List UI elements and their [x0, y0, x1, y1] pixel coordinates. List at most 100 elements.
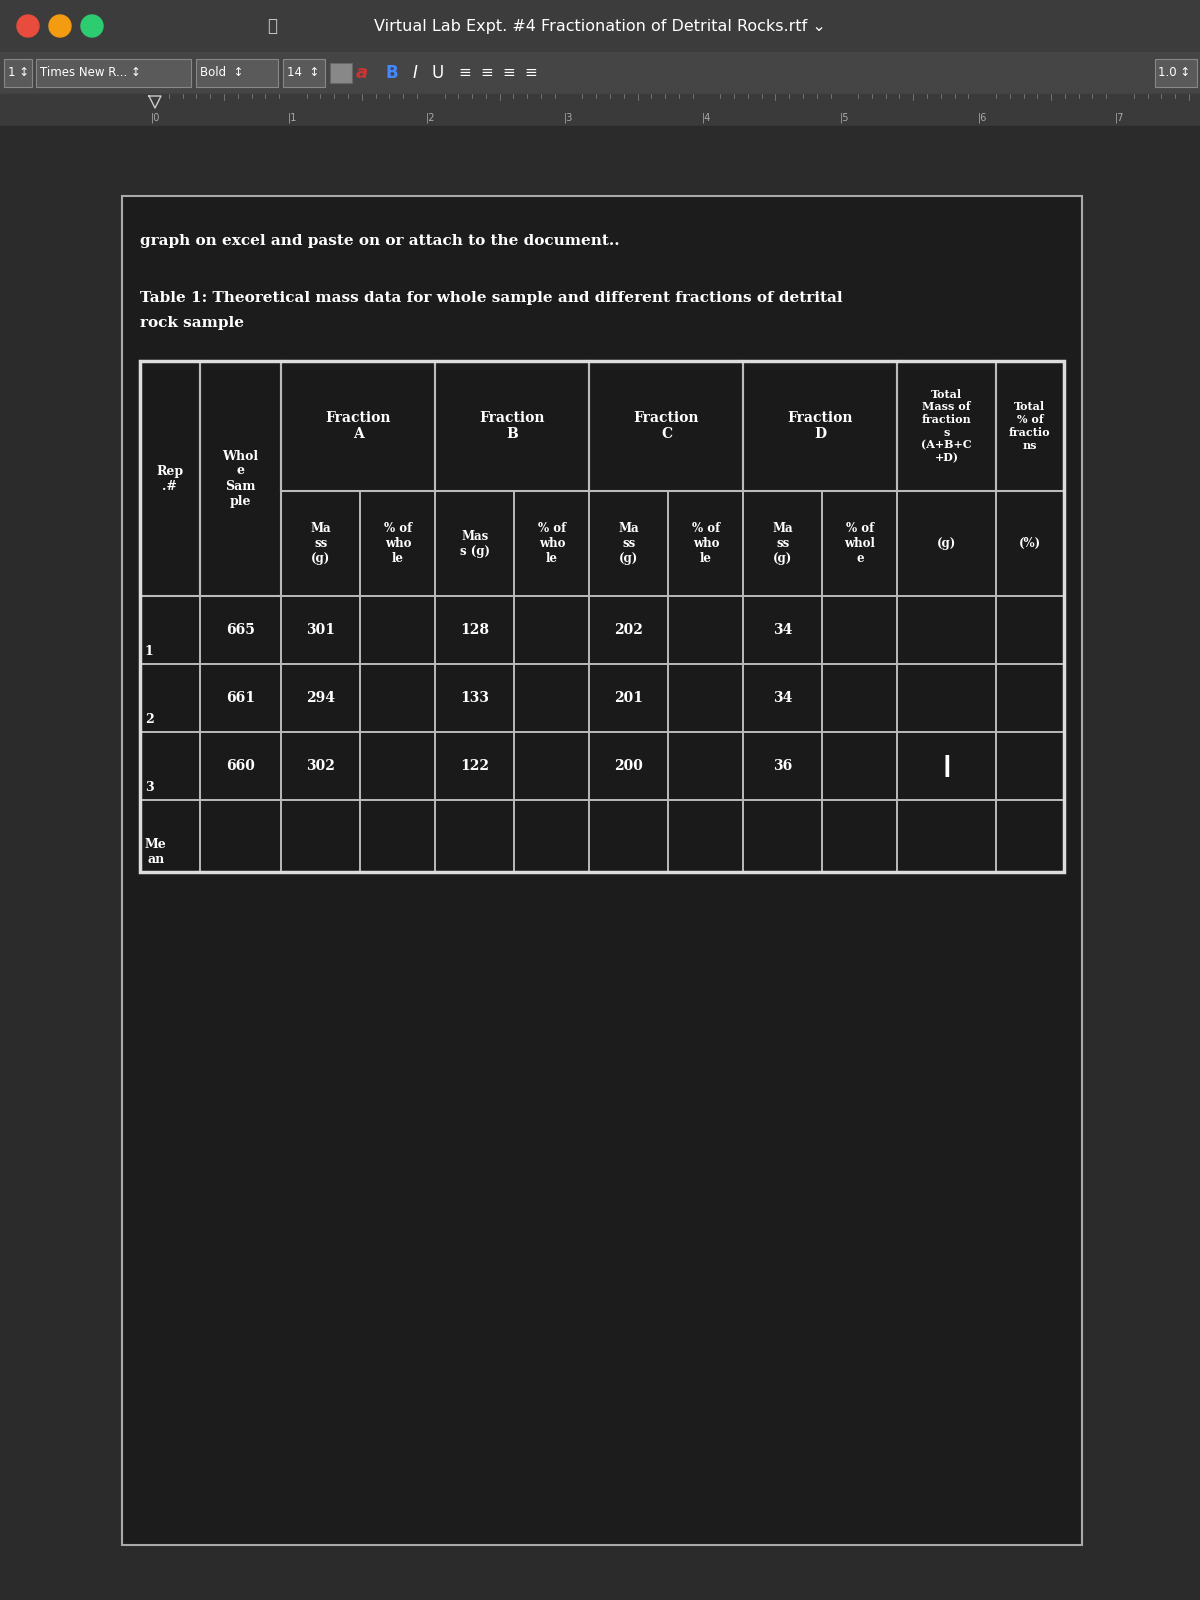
Text: a: a — [356, 64, 368, 82]
Bar — [898, 664, 996, 733]
Bar — [589, 733, 668, 800]
Text: Mas
s (g): Mas s (g) — [460, 530, 490, 557]
Bar — [140, 595, 199, 664]
Bar — [822, 800, 898, 872]
Bar — [668, 664, 744, 733]
Bar — [330, 62, 352, 83]
Text: Me
an: Me an — [145, 838, 167, 866]
Text: I: I — [413, 64, 418, 82]
Text: Ma
ss
(g): Ma ss (g) — [311, 522, 331, 565]
Text: % of
who
le: % of who le — [692, 522, 720, 565]
Bar — [199, 800, 282, 872]
Bar — [436, 491, 515, 595]
Text: 301: 301 — [306, 622, 336, 637]
Bar — [140, 733, 199, 800]
Bar — [744, 595, 822, 664]
Bar — [282, 491, 360, 595]
Bar — [898, 595, 996, 664]
Text: 34: 34 — [773, 691, 793, 706]
Text: 34: 34 — [773, 622, 793, 637]
Text: 133: 133 — [461, 691, 490, 706]
Bar — [436, 664, 515, 733]
Bar — [996, 491, 1064, 595]
Bar — [0, 94, 1200, 126]
Text: |2: |2 — [426, 112, 436, 123]
Text: 14  ↕: 14 ↕ — [287, 67, 319, 80]
Text: 294: 294 — [306, 691, 336, 706]
Bar — [996, 362, 1064, 491]
Bar — [282, 664, 360, 733]
Circle shape — [82, 14, 103, 37]
Text: % of
who
le: % of who le — [538, 522, 566, 565]
Circle shape — [17, 14, 38, 37]
Bar — [360, 733, 436, 800]
Bar — [36, 59, 191, 86]
Bar — [589, 800, 668, 872]
Bar — [744, 362, 898, 491]
Bar — [4, 59, 32, 86]
Bar — [668, 733, 744, 800]
Text: Times New R... ↕: Times New R... ↕ — [40, 67, 140, 80]
Text: 660: 660 — [226, 758, 256, 773]
Text: ❙: ❙ — [937, 755, 956, 778]
Text: 128: 128 — [461, 622, 490, 637]
Bar — [360, 800, 436, 872]
Text: ≡: ≡ — [481, 66, 493, 80]
Bar — [515, 595, 589, 664]
Text: 302: 302 — [306, 758, 335, 773]
Bar — [822, 595, 898, 664]
Text: 1 ↕: 1 ↕ — [8, 67, 29, 80]
Bar — [282, 800, 360, 872]
Bar — [668, 800, 744, 872]
Text: 1.0 ↕: 1.0 ↕ — [1158, 67, 1190, 80]
Bar — [199, 362, 282, 595]
Text: U: U — [432, 64, 444, 82]
Bar — [282, 362, 436, 491]
Text: |7: |7 — [1115, 112, 1124, 123]
Text: Table 1: Theoretical mass data for whole sample and different fractions of detri: Table 1: Theoretical mass data for whole… — [140, 291, 842, 306]
Bar — [515, 491, 589, 595]
Text: Total
% of
fractio
ns: Total % of fractio ns — [1009, 402, 1051, 451]
Bar — [744, 733, 822, 800]
Text: ≡: ≡ — [503, 66, 515, 80]
Bar — [515, 800, 589, 872]
Bar — [360, 491, 436, 595]
Bar — [199, 733, 282, 800]
Bar — [668, 491, 744, 595]
Text: 36: 36 — [773, 758, 792, 773]
Bar — [199, 595, 282, 664]
Text: 122: 122 — [461, 758, 490, 773]
Bar — [515, 733, 589, 800]
Text: (%): (%) — [1019, 538, 1040, 550]
Bar — [668, 595, 744, 664]
Text: ≡: ≡ — [458, 66, 472, 80]
Text: Virtual Lab Expt. #4 Fractionation of Detrital Rocks.rtf ⌄: Virtual Lab Expt. #4 Fractionation of De… — [374, 19, 826, 34]
Text: |4: |4 — [702, 112, 712, 123]
Bar — [283, 59, 325, 86]
Text: 202: 202 — [614, 622, 643, 637]
Text: Ma
ss
(g): Ma ss (g) — [773, 522, 793, 565]
Text: graph on excel and paste on or attach to the document..: graph on excel and paste on or attach to… — [140, 234, 619, 248]
Text: 200: 200 — [614, 758, 643, 773]
Text: Whol
e
Sam
ple: Whol e Sam ple — [222, 450, 259, 507]
Text: Fraction
A: Fraction A — [325, 411, 391, 442]
Bar — [589, 664, 668, 733]
Bar — [140, 664, 199, 733]
Text: |3: |3 — [564, 112, 574, 123]
Bar — [0, 0, 1200, 51]
Bar — [898, 491, 996, 595]
Bar — [436, 800, 515, 872]
Bar — [589, 595, 668, 664]
Text: 1: 1 — [145, 645, 154, 658]
Bar — [360, 664, 436, 733]
Bar — [436, 362, 589, 491]
Text: Rep
.#: Rep .# — [156, 464, 184, 493]
Text: Ma
ss
(g): Ma ss (g) — [619, 522, 640, 565]
Bar — [822, 664, 898, 733]
Circle shape — [49, 14, 71, 37]
Bar — [898, 733, 996, 800]
Text: 2: 2 — [145, 714, 154, 726]
Text: 3: 3 — [145, 781, 154, 794]
Bar — [199, 664, 282, 733]
Bar — [589, 491, 668, 595]
